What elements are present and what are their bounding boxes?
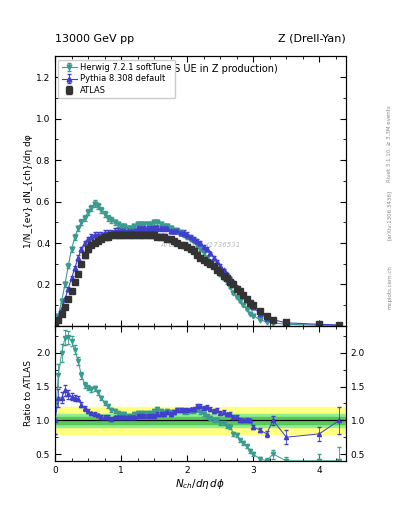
Text: Z (Drell-Yan): Z (Drell-Yan) <box>278 33 346 44</box>
Text: ATLAS_2019_I1736531: ATLAS_2019_I1736531 <box>160 242 241 248</box>
Text: mcplots.cern.ch: mcplots.cern.ch <box>387 265 392 309</box>
Y-axis label: Ratio to ATLAS: Ratio to ATLAS <box>24 360 33 426</box>
Text: 13000 GeV pp: 13000 GeV pp <box>55 33 134 44</box>
Legend: Herwig 7.2.1 softTune, Pythia 8.308 default, ATLAS: Herwig 7.2.1 softTune, Pythia 8.308 defa… <box>58 60 175 98</box>
Text: Nch (ATLAS UE in Z production): Nch (ATLAS UE in Z production) <box>123 65 277 74</box>
X-axis label: $N_{ch}/d\eta\, d\phi$: $N_{ch}/d\eta\, d\phi$ <box>175 477 226 492</box>
Y-axis label: 1/N_{ev} dN_{ch}/dη dφ: 1/N_{ev} dN_{ch}/dη dφ <box>24 134 33 248</box>
Text: Rivet 3.1.10, ≥ 3.3M events: Rivet 3.1.10, ≥ 3.3M events <box>387 105 392 182</box>
Text: [arXiv:1306.3436]: [arXiv:1306.3436] <box>387 190 392 240</box>
